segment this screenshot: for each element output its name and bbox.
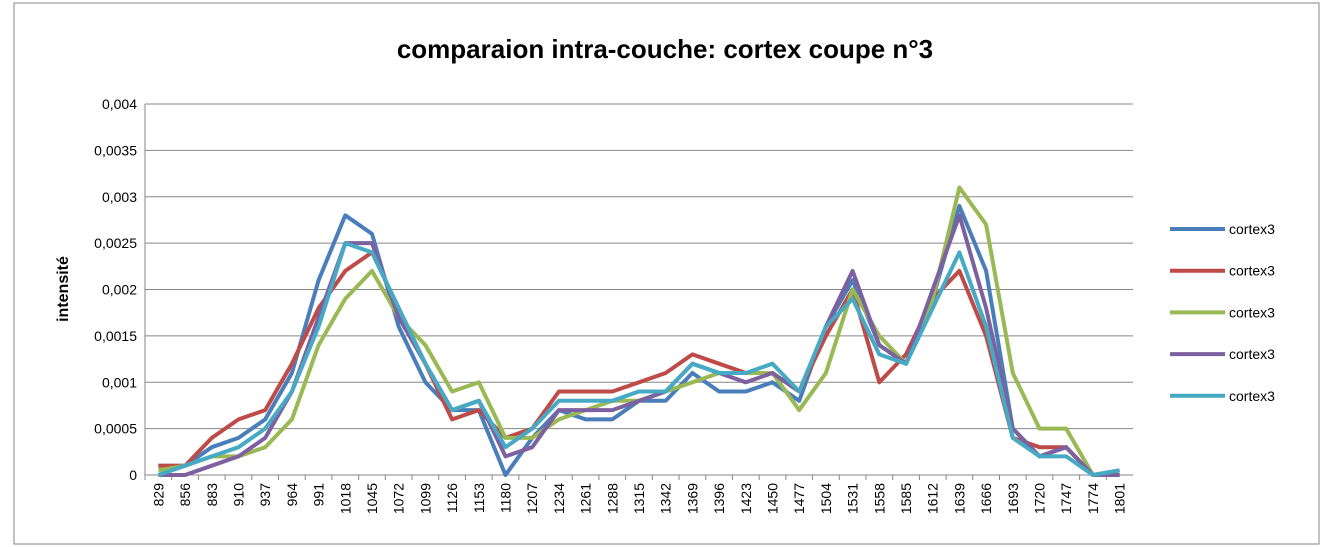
y-tick-label: 0,002 [102,282,137,298]
legend-label: cortex3 [1229,346,1275,362]
x-tick-label: 1504 [818,483,834,514]
x-tick-label: 829 [150,483,166,507]
x-tick-label: 1450 [765,483,781,514]
x-tick-label: 1396 [711,483,727,514]
y-axis-label: intensité [55,256,72,322]
legend-label: cortex3 [1229,263,1275,279]
x-tick-label: 1315 [631,483,647,514]
chart-frame [13,2,1320,545]
x-tick-label: 1720 [1032,483,1048,514]
x-tick-label: 1261 [578,483,594,514]
x-tick-label: 1018 [337,483,353,514]
x-tick-label: 1207 [524,483,540,514]
x-tick-label: 1045 [364,483,380,514]
x-tick-label: 1180 [497,483,513,513]
x-tick-label: 1423 [738,483,754,514]
legend-label: cortex3 [1229,304,1275,320]
x-tick-label: 910 [230,483,246,507]
x-tick-label: 1099 [417,483,433,514]
x-tick-label: 1531 [845,483,861,514]
legend-label: cortex3 [1229,221,1275,237]
x-tick-label: 937 [257,483,273,507]
x-tick-label: 1153 [471,483,487,513]
x-tick-label: 1558 [871,483,887,514]
series-line [158,250,1120,477]
x-tick-label: 856 [177,483,193,507]
y-tick-label: 0,003 [102,189,137,205]
y-tick-label: 0,004 [102,96,137,112]
x-tick-label: 1288 [604,483,620,514]
series-line [158,213,1120,477]
x-tick-label: 883 [204,483,220,507]
x-tick-label: 1072 [391,483,407,514]
x-tick-label: 1126 [444,483,460,513]
x-tick-label: 1342 [658,483,674,514]
chart-title: comparaion intra-couche: cortex coupe n°… [397,34,933,64]
x-tick-label: 1774 [1085,483,1101,514]
x-tick-label: 1666 [978,483,994,514]
y-tick-label: 0,0015 [94,328,137,344]
x-tick-label: 1693 [1005,483,1021,514]
y-tick-label: 0,0035 [94,142,137,158]
x-tick-label: 1234 [551,483,567,514]
x-tick-label: 1639 [951,483,967,514]
legend-label: cortex3 [1229,388,1275,404]
y-tick-label: 0,0025 [94,235,137,251]
y-tick-label: 0,001 [102,374,137,390]
y-tick-label: 0 [129,467,137,483]
x-tick-label: 1369 [684,483,700,514]
x-tick-label: 991 [311,483,327,507]
x-tick-label: 1612 [925,483,941,514]
x-tick-label: 1747 [1058,483,1074,514]
x-tick-label: 1585 [898,483,914,514]
x-tick-label: 964 [284,483,300,507]
x-tick-label: 1477 [791,483,807,514]
y-tick-label: 0,0005 [94,421,137,437]
series-line [157,241,1120,477]
x-tick-label: 1801 [1112,483,1128,514]
